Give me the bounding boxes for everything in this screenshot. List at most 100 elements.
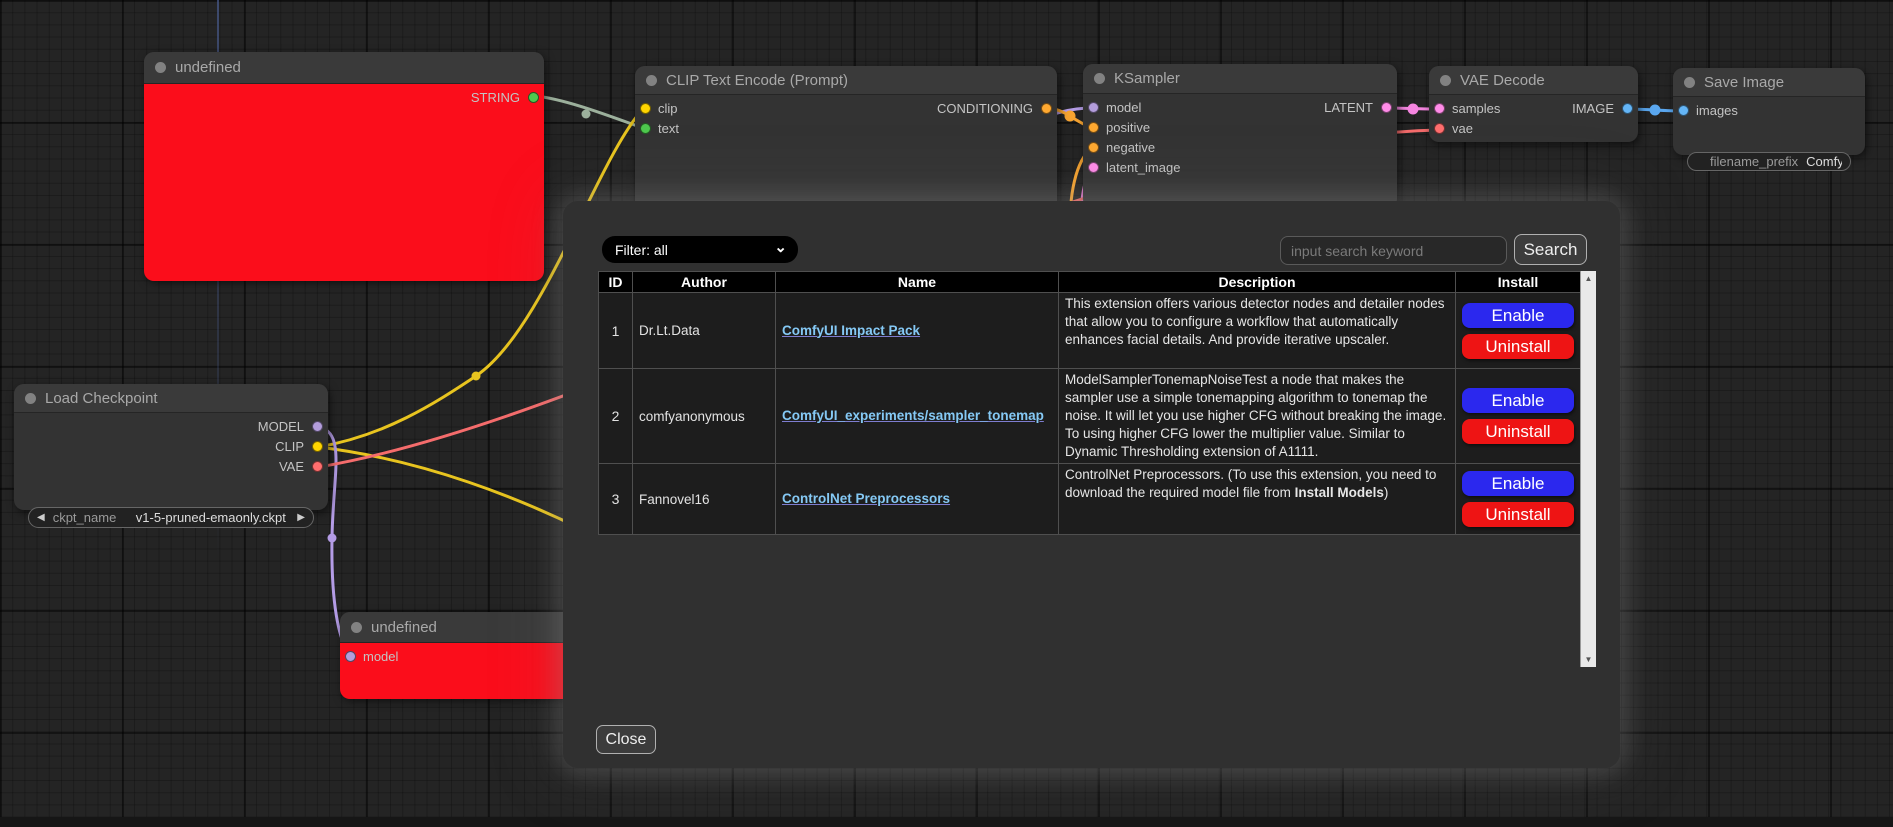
port-dot[interactable] [640,102,651,114]
port-dot[interactable] [1381,101,1392,113]
extension-link[interactable]: ComfyUI Impact Pack [782,322,921,338]
output-port-vae[interactable]: VAE [258,456,328,476]
input-port-model[interactable]: model [340,646,398,666]
node-collapse-dot[interactable] [25,392,36,404]
node-titlebar[interactable]: undefined [144,52,544,84]
widget-label: ckpt_name [52,510,117,525]
enable-button[interactable]: Enable [1462,302,1574,328]
input-port-text[interactable]: text [635,118,679,138]
widget-ckpt_name[interactable]: ◀ ckpt_name v1-5-pruned-emaonly.ckpt ▶ [28,507,314,528]
node-titlebar[interactable]: Save Image [1673,68,1865,97]
output-port-conditioning[interactable]: CONDITIONING [937,98,1057,118]
scroll-down-icon[interactable]: ▼ [1584,655,1593,664]
output-port-latent[interactable]: LATENT [1324,97,1397,117]
cell-name: ComfyUI_experiments/sampler_tonemap [775,368,1059,464]
table-row: 2 comfyanonymous ComfyUI_experiments/sampl… [598,368,1581,464]
node-titlebar[interactable]: CLIP Text Encode (Prompt) [635,66,1057,95]
node-collapse-dot[interactable] [155,62,166,73]
widget-increment-icon[interactable]: ▶ [297,512,305,523]
port-label: images [1696,102,1738,118]
node-collapse-dot[interactable] [646,74,657,86]
input-port-positive[interactable]: positive [1083,117,1180,137]
output-port-image[interactable]: IMAGE [1572,98,1638,118]
uninstall-button[interactable]: Uninstall [1462,502,1574,527]
extension-table-container: ID Author Name Description Install 1 Dr.Lt.Da… [598,271,1596,667]
node-collapse-dot[interactable] [1684,76,1695,88]
node-titlebar[interactable]: Load Checkpoint [14,384,328,413]
table-scrollbar[interactable]: ▲ ▼ [1580,271,1596,667]
input-port-samples[interactable]: samples [1429,98,1500,118]
enable-button[interactable]: Enable [1462,388,1574,413]
port-dot[interactable] [1434,122,1445,134]
output-port-clip[interactable]: CLIP [258,436,328,456]
node-ksampler[interactable]: KSampler model positive negative latent_imag… [1083,64,1397,230]
column-header-id: ID [598,271,633,293]
node-body: clip text CONDITIONING [635,95,1057,217]
input-port-model[interactable]: model [1083,97,1180,117]
node-clip-encode[interactable]: CLIP Text Encode (Prompt) clip text CONDITI… [635,66,1057,216]
node-titlebar[interactable]: KSampler [1083,64,1397,94]
input-port-images[interactable]: images [1673,100,1738,120]
port-dot[interactable] [1088,101,1099,113]
port-dot[interactable] [640,122,651,134]
input-port-latent_image[interactable]: latent_image [1083,157,1180,177]
node-titlebar[interactable]: VAE Decode [1429,66,1638,95]
enable-button[interactable]: Enable [1462,471,1574,496]
output-port-string[interactable]: STRING [471,87,544,107]
cell-description: ControlNet Preprocessors. (To use this e… [1058,463,1456,535]
port-dot[interactable] [312,460,323,472]
port-dot[interactable] [1088,121,1099,133]
column-header-name: Name [775,271,1059,293]
port-dot[interactable] [312,420,323,432]
port-dot[interactable] [1088,161,1099,173]
filter-select[interactable]: Filter: all [602,236,798,263]
node-body: samples vae IMAGE [1429,95,1638,143]
node-vae-decode[interactable]: VAE Decode samples vae IMAGE [1429,66,1638,142]
table-row: 3 Fannovel16 ControlNet Preprocessors Contr… [598,463,1581,535]
port-dot[interactable] [312,440,323,452]
input-port-clip[interactable]: clip [635,98,679,118]
port-dot[interactable] [528,91,539,103]
reroute-dot[interactable] [1407,103,1419,115]
node-collapse-dot[interactable] [1094,73,1105,84]
output-port-model[interactable]: MODEL [258,416,328,436]
reroute-dot[interactable] [581,109,591,119]
node-collapse-dot[interactable] [1440,74,1451,86]
search-button[interactable]: Search [1514,234,1587,265]
reroute-dot[interactable] [1064,110,1076,122]
reroute-dot[interactable] [327,533,337,543]
extension-link[interactable]: ControlNet Preprocessors [782,491,951,506]
reroute-dot[interactable] [471,371,481,381]
widget-filename_prefix[interactable]: filename_prefix ComfyUI [1687,152,1851,171]
port-dot[interactable] [1088,141,1099,153]
node-body: STRING [144,84,544,281]
scroll-up-icon[interactable]: ▲ [1584,274,1593,283]
cell-description: This extension offers various detector n… [1058,292,1456,369]
port-dot[interactable] [1041,102,1052,114]
canvas-bottom-edge [0,817,1893,827]
cell-author: Fannovel16 [632,463,776,535]
close-button[interactable]: Close [596,725,656,754]
input-port-vae[interactable]: vae [1429,118,1500,138]
port-label: LATENT [1324,99,1373,115]
node-undef-top[interactable]: undefined STRING [144,52,544,281]
uninstall-button[interactable]: Uninstall [1462,333,1574,359]
extension-link[interactable]: ComfyUI_experiments/sampler_tonemap [782,408,1044,423]
node-title: VAE Decode [1460,71,1545,89]
cell-description: ModelSamplerTonemapNoiseTest a node that… [1058,368,1456,464]
port-dot[interactable] [345,650,356,662]
widget-decrement-icon[interactable]: ◀ [37,512,45,523]
node-save-image[interactable]: Save Image images filename_prefix ComfyUI [1673,68,1865,171]
manager-dialog: Filter: all ⌄ Search IDAuthorNameDescrip… [563,201,1620,768]
uninstall-button[interactable]: Uninstall [1462,419,1574,444]
port-dot[interactable] [1434,102,1445,114]
reroute-dot[interactable] [1649,104,1661,116]
port-label: latent_image [1106,159,1181,175]
port-dot[interactable] [1622,102,1633,114]
search-input[interactable] [1280,236,1507,265]
input-port-negative[interactable]: negative [1083,137,1180,157]
node-load-ckpt[interactable]: Load Checkpoint MODEL CLIP VAE ◀ ckpt_name v1-… [14,384,328,528]
port-dot[interactable] [1678,104,1689,116]
node-collapse-dot[interactable] [351,621,362,633]
